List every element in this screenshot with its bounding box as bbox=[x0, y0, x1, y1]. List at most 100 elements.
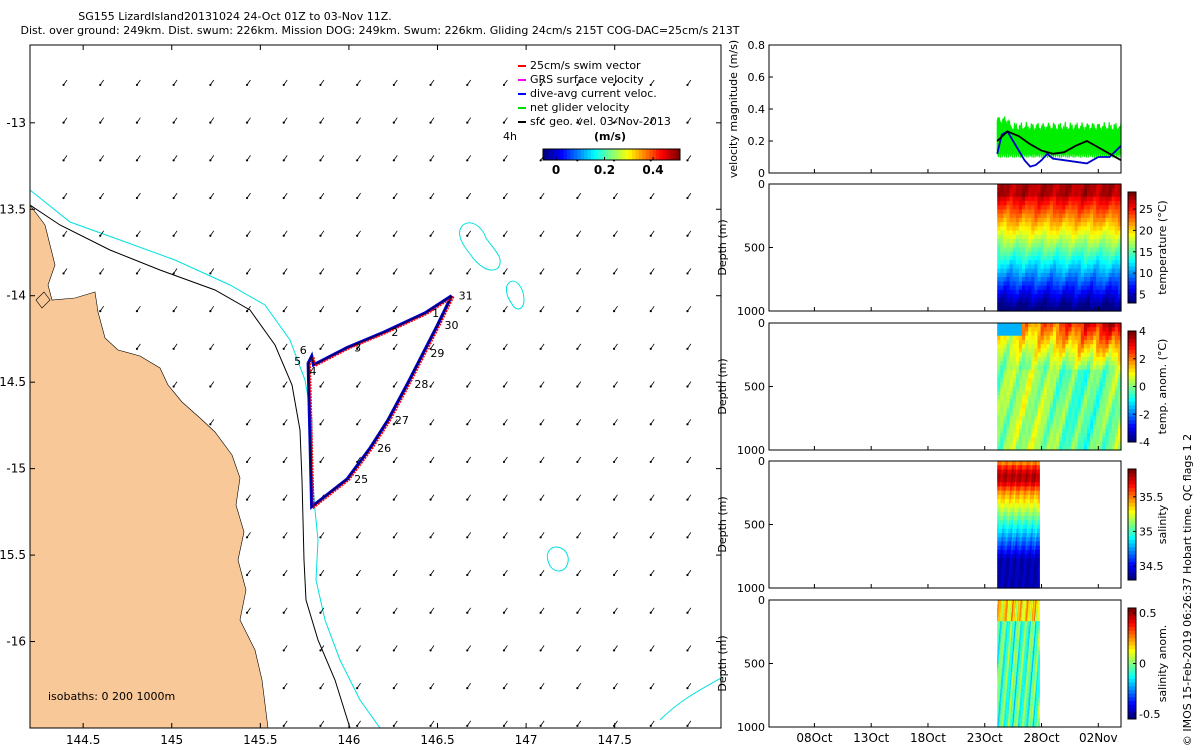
temperature-cell bbox=[1003, 205, 1008, 210]
temperature-cell bbox=[1080, 251, 1085, 257]
reef-isobath bbox=[459, 222, 501, 271]
salinity-colorbar-cell bbox=[1128, 476, 1136, 481]
salinity-cell bbox=[1005, 465, 1008, 470]
temp_anom-cell bbox=[1077, 335, 1082, 341]
temp_anom-cell bbox=[1018, 365, 1023, 371]
temp_anom-cell bbox=[1087, 356, 1091, 362]
temperature-cell bbox=[1046, 294, 1051, 299]
salinity-cell bbox=[1022, 545, 1025, 551]
temp_anom-cell bbox=[1015, 445, 1020, 451]
temperature-cell bbox=[1071, 285, 1076, 291]
temperature-cell bbox=[1062, 217, 1066, 223]
sal_anom-cell bbox=[1000, 663, 1003, 669]
temperature-cell bbox=[1049, 243, 1054, 249]
sal_anom-cell bbox=[1014, 684, 1016, 690]
temp_anom-cell bbox=[1071, 420, 1076, 426]
temp_anom-cell bbox=[1083, 386, 1088, 392]
salinity-cell bbox=[1010, 494, 1013, 500]
temp_anom-colorbar-cell bbox=[1128, 412, 1136, 417]
temp_anom-cell bbox=[1046, 361, 1051, 366]
temp_anom-cell bbox=[1006, 390, 1011, 396]
temp_anom-cell bbox=[1049, 428, 1054, 434]
reef-isobath bbox=[546, 546, 569, 572]
salinity-cell bbox=[1022, 528, 1025, 534]
temperature-cell bbox=[1062, 251, 1066, 257]
temp_anom-cell bbox=[1071, 339, 1076, 345]
salinity-cell bbox=[1025, 554, 1028, 559]
current-vector-head bbox=[392, 460, 395, 464]
current-vector-head bbox=[466, 310, 469, 313]
sal_anom-cell bbox=[1004, 722, 1007, 728]
sal_anom-cell bbox=[1015, 629, 1017, 635]
salinity-cell bbox=[1014, 537, 1016, 542]
temp_anom-cell bbox=[1015, 327, 1020, 332]
temp_anom-cell bbox=[1068, 386, 1073, 392]
salinity-cell bbox=[1032, 549, 1035, 555]
current-vector-head bbox=[319, 423, 322, 426]
temperature-cell bbox=[1093, 239, 1097, 244]
salinity-colorbar-frame bbox=[1127, 468, 1137, 581]
sal_anom-cell bbox=[1011, 722, 1014, 728]
temp_anom-cell bbox=[1117, 441, 1122, 447]
temperature-cell bbox=[1114, 200, 1119, 206]
temperature-cell bbox=[1037, 281, 1042, 287]
sal_anom-cell bbox=[1011, 684, 1014, 690]
temp_anom-cell bbox=[1087, 361, 1091, 366]
temp_anom-cell bbox=[1105, 327, 1110, 332]
temperature-cell bbox=[1046, 213, 1051, 219]
salinity-cell bbox=[1006, 545, 1009, 551]
temperature-cell bbox=[1022, 251, 1026, 257]
temperature-cell bbox=[1025, 188, 1029, 193]
current-vector-head bbox=[135, 310, 139, 313]
temperature-cell bbox=[1049, 226, 1054, 232]
temperature-cell bbox=[1034, 260, 1039, 265]
temp_anom-cell bbox=[1059, 437, 1063, 443]
temperature-cell bbox=[1093, 230, 1097, 236]
salinity-cell bbox=[1034, 524, 1036, 530]
temp_anom-cell bbox=[1083, 395, 1088, 400]
salinity-cell bbox=[1000, 554, 1003, 559]
temp_anom-cell bbox=[1025, 428, 1029, 434]
temp_anom-cell bbox=[1056, 403, 1060, 409]
temp_anom-cell bbox=[1077, 441, 1082, 447]
temperature-cell bbox=[1006, 209, 1011, 215]
map-colorbar-cell bbox=[656, 149, 660, 160]
current-vector-head bbox=[649, 196, 652, 200]
temp_anom-cell bbox=[1025, 356, 1029, 362]
sal_anom-cell bbox=[997, 638, 999, 643]
salinity-cell bbox=[1021, 473, 1024, 479]
temp_anom-cell bbox=[1012, 344, 1017, 349]
salinity-cell bbox=[1002, 465, 1005, 470]
legend-label: 25cm/s swim vector bbox=[530, 59, 641, 72]
temperature-cell bbox=[1040, 277, 1045, 282]
salinity-cell bbox=[1035, 541, 1037, 547]
temperature-cell bbox=[1083, 184, 1088, 189]
temperature-cell bbox=[1012, 209, 1017, 215]
sal_anom-cell bbox=[1009, 684, 1012, 690]
temp_anom-cell bbox=[1062, 331, 1066, 337]
temperature-cell bbox=[1087, 268, 1091, 274]
salinity-cell bbox=[1030, 533, 1033, 538]
sal_anom-cell bbox=[1002, 676, 1005, 681]
current-vector-head bbox=[392, 649, 395, 652]
sal_anom-cell bbox=[1001, 612, 1004, 618]
temp_anom-cell bbox=[1059, 403, 1063, 409]
salinity-cell bbox=[1035, 477, 1037, 483]
temp_anom-cell bbox=[1046, 373, 1051, 379]
salinity-cell bbox=[1026, 469, 1029, 475]
temperature-cell bbox=[1022, 209, 1026, 215]
current-vector-head bbox=[62, 83, 65, 87]
sal_anom-cell bbox=[1008, 642, 1011, 648]
temp_anom-cell bbox=[1096, 344, 1100, 349]
temperature-cell bbox=[1062, 281, 1066, 287]
sal_anom-cell bbox=[1003, 604, 1006, 609]
temperature-cell bbox=[997, 272, 1001, 278]
salinity-cell bbox=[1027, 545, 1030, 551]
temp_anom-cell bbox=[1108, 361, 1113, 366]
temperature-cell bbox=[1074, 302, 1079, 308]
salinity-cell bbox=[997, 562, 999, 568]
temperature-cell bbox=[1065, 226, 1069, 232]
salinity-colorbar-cell bbox=[1128, 487, 1136, 492]
salinity-cell bbox=[1008, 511, 1011, 517]
temperature-cell bbox=[1046, 256, 1051, 261]
